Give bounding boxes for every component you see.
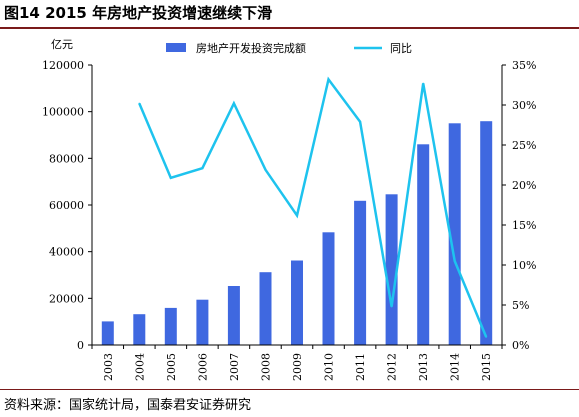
x-tick-label: 2007 bbox=[228, 353, 241, 381]
x-tick-label: 2012 bbox=[386, 353, 399, 381]
line-point-2015 bbox=[485, 336, 488, 338]
x-tick-label: 2003 bbox=[102, 353, 115, 381]
line-point-2010 bbox=[327, 78, 330, 81]
left-tick-label: 0 bbox=[77, 339, 84, 352]
bar-2009 bbox=[291, 260, 303, 345]
bar-2006 bbox=[196, 299, 209, 345]
right-tick-label: 15% bbox=[512, 219, 536, 232]
bar-2015 bbox=[480, 121, 493, 345]
x-tick-label: 2009 bbox=[291, 353, 304, 381]
line-point-2011 bbox=[359, 121, 361, 123]
right-tick-label: 35% bbox=[512, 59, 536, 72]
line-point-2006 bbox=[201, 167, 204, 169]
left-tick-label: 60000 bbox=[49, 199, 84, 212]
right-tick-label: 0% bbox=[512, 339, 529, 352]
right-tick-label: 30% bbox=[512, 99, 536, 112]
line-point-2013 bbox=[422, 82, 425, 85]
legend-bar-swatch bbox=[166, 43, 186, 52]
line-point-2014 bbox=[453, 260, 456, 262]
right-tick-label: 25% bbox=[512, 139, 536, 152]
bar-2007 bbox=[227, 286, 240, 345]
x-tick-label: 2010 bbox=[323, 353, 336, 381]
left-tick-label: 40000 bbox=[49, 246, 84, 259]
line-point-2009 bbox=[296, 214, 298, 217]
line-point-2005 bbox=[170, 177, 172, 179]
x-tick-label: 2014 bbox=[449, 353, 462, 381]
x-tick-label: 2005 bbox=[165, 353, 178, 381]
figure-title: 图14 2015 年房地产投资增速继续下滑 bbox=[4, 4, 273, 22]
source-note: 资料来源：国家统计局，国泰君安证券研究 bbox=[4, 398, 252, 413]
x-tick-label: 2011 bbox=[354, 353, 367, 381]
bar-2004 bbox=[133, 314, 146, 345]
left-tick-label: 120000 bbox=[42, 59, 84, 72]
bar-2014 bbox=[448, 123, 461, 345]
legend-bar-label: 房地产开发投资完成额 bbox=[196, 41, 306, 55]
line-point-2007 bbox=[233, 102, 235, 105]
x-tick-label: 2013 bbox=[417, 353, 430, 381]
left-tick-label: 100000 bbox=[42, 106, 84, 119]
right-tick-label: 20% bbox=[512, 179, 536, 192]
legend: 房地产开发投资完成额 同比 bbox=[166, 41, 412, 55]
right-tick-label: 10% bbox=[512, 259, 536, 272]
source-divider bbox=[0, 389, 579, 390]
right-tick-label: 5% bbox=[512, 299, 529, 312]
x-tick-label: 2015 bbox=[480, 353, 493, 381]
bar-series bbox=[101, 121, 493, 345]
investment-chart: 亿元 房地产开发投资完成额 同比 0 20000 40000 60000 80000 10… bbox=[42, 38, 536, 381]
bar-2012 bbox=[385, 194, 398, 345]
bar-2008 bbox=[259, 272, 272, 345]
left-tick-label: 80000 bbox=[49, 152, 84, 165]
line-point-2004 bbox=[138, 102, 141, 105]
line-series bbox=[138, 76, 488, 338]
left-axis-unit: 亿元 bbox=[51, 38, 73, 51]
bar-2011 bbox=[354, 200, 367, 345]
bar-2010 bbox=[322, 232, 335, 345]
axes: 0 20000 40000 60000 80000 100000 120000 0% 5% 10%… bbox=[42, 59, 536, 381]
title-divider bbox=[0, 27, 579, 29]
left-tick-label: 20000 bbox=[49, 292, 84, 305]
bar-2013 bbox=[417, 144, 430, 345]
bar-2003 bbox=[101, 321, 114, 345]
legend-line-label: 同比 bbox=[390, 42, 412, 55]
bar-2005 bbox=[164, 307, 177, 345]
line-point-2012 bbox=[390, 305, 393, 308]
line-point-2008 bbox=[264, 169, 267, 171]
x-tick-label: 2006 bbox=[196, 353, 209, 381]
growth-line bbox=[138, 76, 488, 338]
x-tick-label: 2008 bbox=[259, 353, 272, 381]
x-tick-label: 2004 bbox=[133, 353, 146, 381]
